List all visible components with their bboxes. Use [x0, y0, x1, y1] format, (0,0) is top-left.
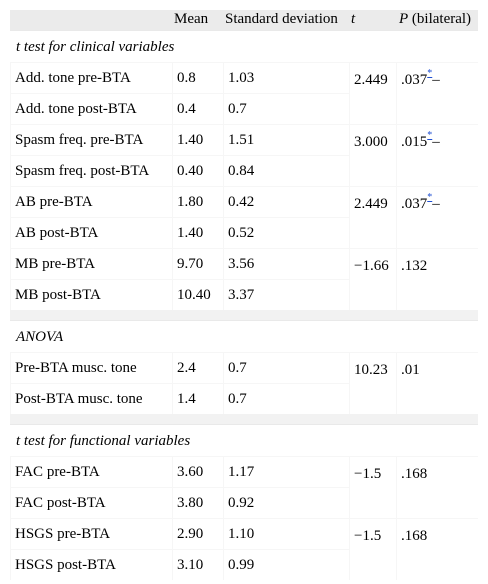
- sd-value: 0.7: [224, 384, 349, 414]
- row-label: FAC post-BTA: [11, 488, 172, 518]
- sd-value: 0.92: [224, 488, 349, 518]
- footnote-dash: –: [432, 134, 440, 150]
- sd-value: 1.17: [224, 457, 349, 487]
- p-value-cell: .01: [397, 353, 478, 414]
- sd-value: 3.37: [224, 280, 349, 310]
- p-value-cell: .037*–: [397, 187, 478, 248]
- mean-value: 1.4: [173, 384, 223, 414]
- row-label: MB post-BTA: [11, 280, 172, 310]
- p-value-cell: .132: [397, 249, 478, 310]
- section-title-row: ANOVA: [10, 320, 478, 352]
- row-label: HSGS post-BTA: [11, 550, 172, 580]
- mean-value: 3.10: [173, 550, 223, 580]
- sd-value: 1.10: [224, 519, 349, 549]
- mean-value: 9.70: [173, 249, 223, 279]
- mean-value: 3.60: [173, 457, 223, 487]
- p-value: .015: [401, 134, 428, 150]
- significance-footnote-link[interactable]: *: [427, 68, 433, 79]
- row-label: AB post-BTA: [11, 218, 172, 248]
- row-label: HSGS pre-BTA: [11, 519, 172, 549]
- p-value: .01: [401, 362, 420, 378]
- t-value: −1.66: [350, 249, 396, 310]
- p-value: .168: [401, 528, 428, 544]
- row-label: Spasm freq. pre-BTA: [11, 125, 172, 155]
- header-p-label: P: [399, 11, 409, 27]
- row-label: Add. tone post-BTA: [11, 94, 172, 124]
- sd-value: 3.56: [224, 249, 349, 279]
- sd-value: 0.42: [224, 187, 349, 217]
- row-label: FAC pre-BTA: [11, 457, 172, 487]
- sd-value: 0.84: [224, 156, 349, 186]
- header-standard-deviation: Standard deviation: [225, 11, 338, 27]
- p-value: .037: [401, 72, 428, 88]
- t-value: −1.5: [350, 519, 396, 580]
- t-value: 3.000: [350, 125, 396, 186]
- p-value: .037: [401, 196, 428, 212]
- sd-value: 0.99: [224, 550, 349, 580]
- t-value: 2.449: [350, 63, 396, 124]
- footnote-dash: –: [432, 72, 440, 88]
- section-title-row: t test for functional variables: [10, 424, 478, 456]
- sd-value: 0.7: [224, 353, 349, 383]
- row-label: MB pre-BTA: [11, 249, 172, 279]
- footnote-dash: –: [432, 196, 440, 212]
- t-value: −1.5: [350, 457, 396, 518]
- section-title: ANOVA: [16, 329, 64, 345]
- section-spacer: [10, 414, 478, 424]
- row-label: Add. tone pre-BTA: [11, 63, 172, 93]
- row-label: AB pre-BTA: [11, 187, 172, 217]
- sd-value: 1.51: [224, 125, 349, 155]
- mean-value: 1.80: [173, 187, 223, 217]
- header-p-bilateral: P (bilateral): [399, 10, 471, 28]
- sd-value: 1.03: [224, 63, 349, 93]
- section-title: t test for functional variables: [16, 433, 191, 449]
- p-value: .168: [401, 466, 428, 482]
- p-value: .132: [401, 258, 428, 274]
- p-value-cell: .168: [397, 457, 478, 518]
- mean-value: 3.80: [173, 488, 223, 518]
- mean-value: 2.4: [173, 353, 223, 383]
- t-value: 10.23: [350, 353, 396, 414]
- header-p-suffix: (bilateral): [408, 11, 472, 27]
- row-label: Pre-BTA musc. tone: [11, 353, 172, 383]
- header-t: t: [351, 11, 356, 27]
- header-mean: Mean: [174, 11, 209, 27]
- table-header-row: Mean Standard deviation t P (bilateral): [10, 10, 478, 30]
- significance-footnote-link[interactable]: *: [427, 130, 433, 141]
- section-title: t test for clinical variables: [16, 39, 175, 55]
- table-row: FAC pre-BTA 3.60 1.17: [10, 456, 478, 487]
- mean-value: 10.40: [173, 280, 223, 310]
- p-value-cell: .168: [397, 519, 478, 580]
- row-label: Spasm freq. post-BTA: [11, 156, 172, 186]
- p-value-cell: .037*–: [397, 63, 478, 124]
- mean-value: 2.90: [173, 519, 223, 549]
- section-title-row: t test for clinical variables: [10, 30, 478, 62]
- row-label: Post-BTA musc. tone: [11, 384, 172, 414]
- mean-value: 1.40: [173, 125, 223, 155]
- mean-value: 0.8: [173, 63, 223, 93]
- sd-value: 0.52: [224, 218, 349, 248]
- sd-value: 0.7: [224, 94, 349, 124]
- mean-value: 0.4: [173, 94, 223, 124]
- mean-value: 1.40: [173, 218, 223, 248]
- table-row: Spasm freq. post-BTA 0.40 0.84: [10, 155, 478, 186]
- p-value-cell: .015*–: [397, 125, 478, 186]
- section-spacer: [10, 310, 478, 320]
- t-value: 2.449: [350, 187, 396, 248]
- mean-value: 0.40: [173, 156, 223, 186]
- significance-footnote-link[interactable]: *: [427, 192, 433, 203]
